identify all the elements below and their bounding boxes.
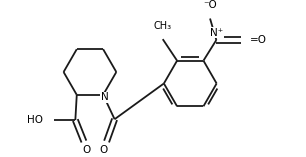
Text: CH₃: CH₃ — [153, 21, 171, 31]
Text: O: O — [83, 145, 91, 155]
Text: N⁺: N⁺ — [210, 28, 224, 38]
Text: ⁻O: ⁻O — [203, 0, 217, 10]
Text: HO: HO — [27, 115, 43, 125]
Text: =O: =O — [250, 35, 267, 45]
Text: O: O — [99, 145, 107, 155]
Text: N: N — [101, 92, 108, 102]
